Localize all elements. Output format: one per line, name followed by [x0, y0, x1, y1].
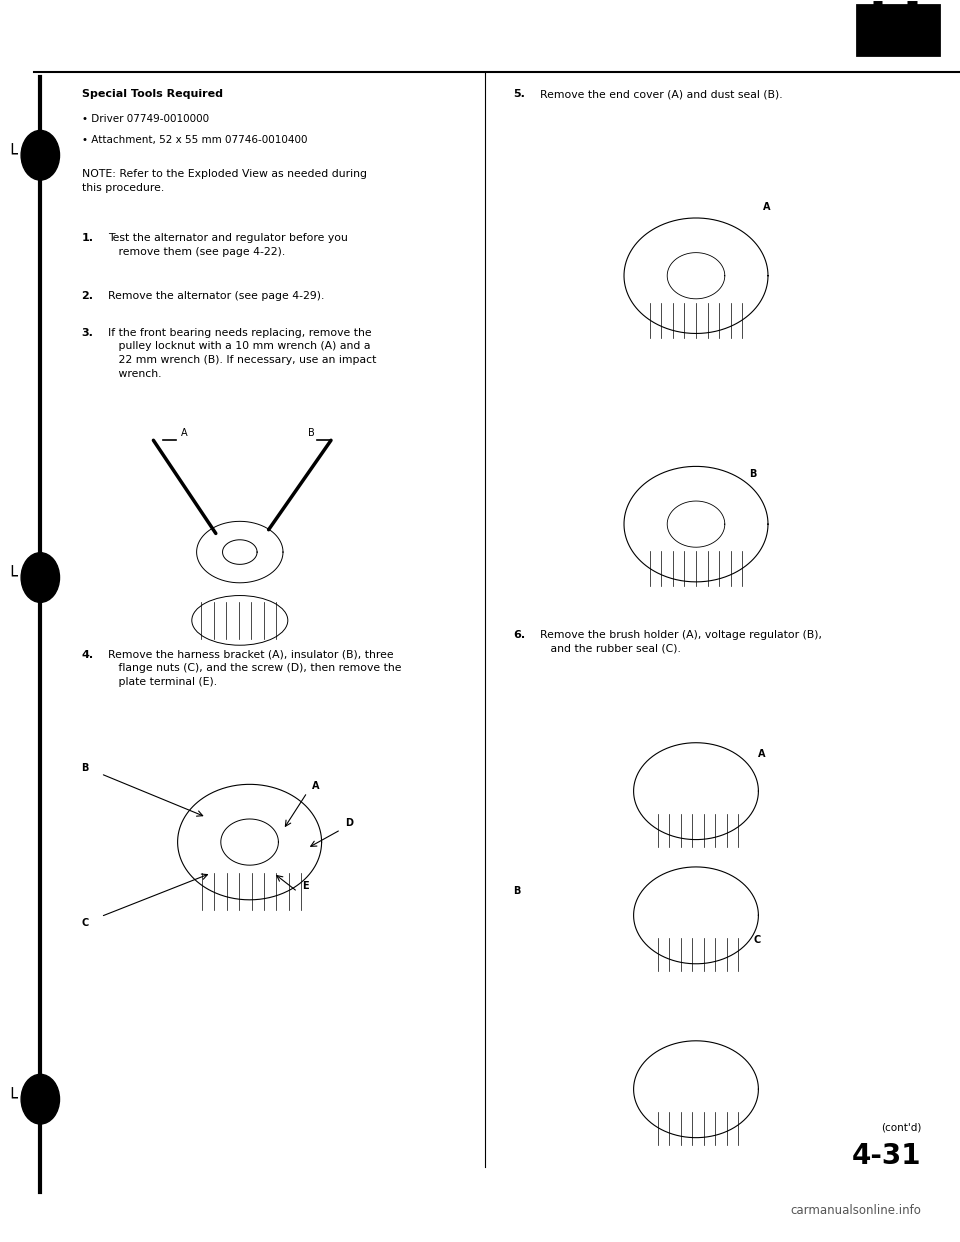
Text: 5.: 5. [514, 89, 525, 99]
Text: • Attachment, 52 x 55 mm 07746-0010400: • Attachment, 52 x 55 mm 07746-0010400 [82, 135, 307, 145]
Text: ENGINE: ENGINE [879, 37, 917, 47]
Text: D: D [346, 818, 353, 828]
Text: (cont'd): (cont'd) [881, 1123, 922, 1133]
Text: Remove the alternator (see page 4-29).: Remove the alternator (see page 4-29). [108, 291, 324, 301]
Text: B: B [308, 428, 315, 438]
Text: └: └ [6, 1090, 17, 1108]
Text: 2.: 2. [82, 291, 94, 301]
Text: └: └ [6, 147, 17, 164]
Text: B: B [514, 886, 521, 895]
Text: Test the alternator and regulator before you
   remove them (see page 4-22).: Test the alternator and regulator before… [108, 233, 348, 257]
Text: +: + [886, 7, 894, 17]
Text: NOTE: Refer to the Exploded View as needed during
this procedure.: NOTE: Refer to the Exploded View as need… [82, 169, 367, 193]
Text: B: B [82, 763, 89, 773]
Text: • Driver 07749-0010000: • Driver 07749-0010000 [82, 114, 208, 124]
Text: C: C [754, 935, 761, 945]
Text: Special Tools Required: Special Tools Required [82, 89, 223, 99]
Text: 4.: 4. [82, 650, 94, 660]
Circle shape [21, 553, 60, 602]
Text: B: B [749, 469, 756, 479]
Text: Remove the harness bracket (A), insulator (B), three
   flange nuts (C), and the: Remove the harness bracket (A), insulato… [108, 650, 402, 687]
Text: A: A [763, 202, 771, 212]
Text: A: A [180, 428, 187, 438]
Text: 3.: 3. [82, 328, 93, 338]
Text: A: A [758, 749, 766, 759]
FancyBboxPatch shape [857, 5, 939, 55]
Text: E: E [302, 881, 309, 891]
Text: A: A [312, 781, 320, 791]
Text: –: – [862, 7, 867, 17]
Text: 1.: 1. [82, 233, 94, 243]
Text: └: └ [6, 569, 17, 586]
Text: Remove the brush holder (A), voltage regulator (B),
   and the rubber seal (C).: Remove the brush holder (A), voltage reg… [540, 630, 823, 653]
Text: 6.: 6. [514, 630, 526, 640]
Text: Remove the end cover (A) and dust seal (B).: Remove the end cover (A) and dust seal (… [540, 89, 783, 99]
Text: 4-31: 4-31 [852, 1141, 922, 1170]
Text: carmanualsonline.info: carmanualsonline.info [791, 1205, 922, 1217]
Circle shape [21, 1074, 60, 1124]
Text: If the front bearing needs replacing, remove the
   pulley locknut with a 10 mm : If the front bearing needs replacing, re… [108, 328, 377, 379]
Circle shape [21, 130, 60, 180]
Text: C: C [82, 918, 89, 928]
